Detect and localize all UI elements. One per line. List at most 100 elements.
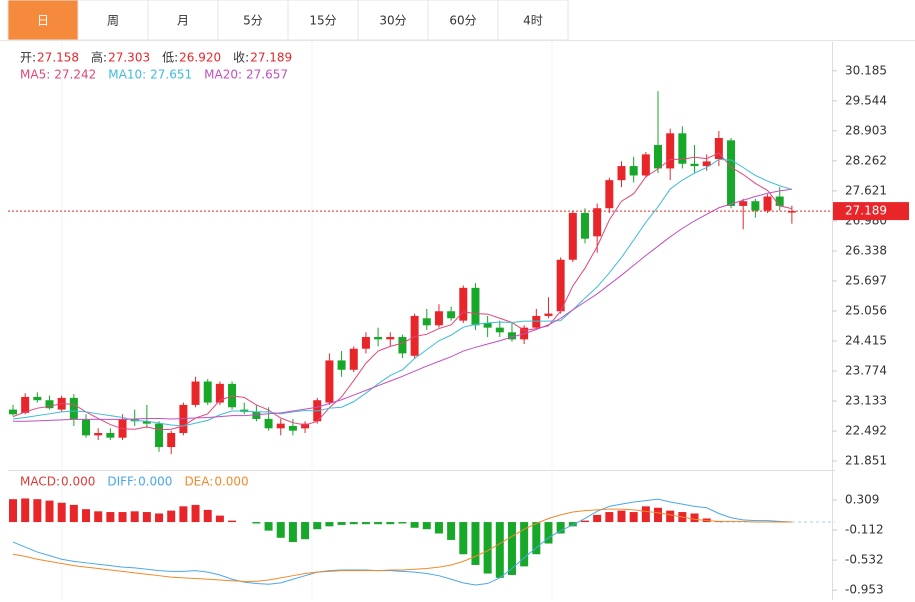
macd-bar (483, 522, 492, 574)
macd-bar (641, 506, 650, 523)
y-tick-label: -0.953 (845, 583, 884, 597)
macd-bar (9, 499, 17, 523)
tab-label[interactable]: 日 (37, 14, 49, 28)
candle-body (142, 421, 151, 424)
y-tick-label: 23.133 (845, 394, 887, 408)
tab-label[interactable]: 15分 (309, 14, 336, 28)
y-tick-label: 25.697 (845, 273, 887, 287)
candle-body (215, 383, 224, 403)
legend-label: MA20: (204, 68, 242, 82)
legend-value: 27.651 (150, 68, 192, 82)
tab[interactable] (147, 0, 219, 41)
info-label: 高: (91, 50, 107, 65)
candle-body (167, 433, 176, 448)
tab-label[interactable]: 月 (177, 14, 189, 28)
legend-value: 27.242 (54, 68, 96, 82)
macd-bar (349, 522, 358, 525)
legend-label: MA5: (20, 68, 50, 82)
y-tick-label: -0.532 (845, 553, 884, 567)
info-value: 27.189 (250, 51, 292, 65)
macd-bar (228, 520, 237, 523)
candle-body (727, 140, 736, 206)
macd-bar (666, 510, 675, 523)
legend-value: 27.657 (246, 68, 288, 82)
candle-body (641, 154, 650, 176)
candle-body (702, 161, 711, 167)
macd-bar (593, 514, 602, 523)
macd-bar (179, 506, 188, 523)
candle-body (21, 396, 30, 413)
tab[interactable] (287, 0, 359, 41)
tab-label[interactable]: 周 (107, 14, 119, 28)
candle-body (191, 381, 200, 405)
candle-body (155, 423, 164, 448)
candle-body (398, 337, 407, 354)
macd-bar (106, 512, 115, 523)
candle-body (483, 322, 492, 328)
tab-label[interactable]: 60分 (449, 14, 476, 28)
macd-bar (629, 512, 638, 523)
macd-bar (690, 513, 699, 523)
candle-body (593, 208, 602, 237)
macd-line (12, 498, 792, 586)
macd-bar (325, 522, 334, 527)
macd-bar (45, 500, 54, 523)
candle-body (532, 315, 541, 328)
y-tick-label: -0.112 (845, 523, 884, 537)
macd-bar (130, 511, 139, 523)
macd-bar (459, 522, 468, 555)
last-price-box (833, 202, 909, 221)
y-tick-label: 25.056 (845, 303, 887, 317)
macd-bar (142, 512, 151, 523)
legend-value: 0.000 (214, 475, 248, 489)
macd-bar (33, 499, 42, 523)
macd-bar (118, 512, 127, 523)
macd-bar (203, 509, 212, 523)
macd-bar (337, 522, 346, 525)
candle-body (714, 137, 723, 160)
macd-bar (155, 513, 164, 523)
candle-body (787, 211, 796, 213)
macd-bar (507, 522, 516, 575)
legend-label: DIFF: (107, 475, 137, 489)
candle-body (203, 381, 212, 403)
tab-label[interactable]: 5分 (243, 14, 263, 28)
macd-bar (447, 522, 456, 540)
candle-body (507, 332, 516, 340)
y-tick-label: 24.415 (845, 333, 887, 347)
y-tick-label: 28.262 (845, 153, 887, 167)
candle-body (580, 212, 589, 239)
candle-body (568, 212, 577, 260)
macd-bar (82, 509, 91, 523)
candle-body (690, 163, 699, 167)
candle-body (69, 397, 78, 419)
ma-line (12, 152, 792, 431)
macd-bar (313, 522, 322, 530)
macd-bar (57, 502, 66, 523)
macd-bar (617, 510, 626, 523)
macd-bar (495, 522, 504, 578)
macd-bar (605, 512, 614, 523)
macd-bar (386, 522, 395, 525)
tab-label[interactable]: 4时 (523, 14, 543, 28)
candle-body (434, 311, 443, 326)
tab-label[interactable]: 30分 (379, 14, 406, 28)
macd-bar (544, 522, 553, 544)
candle-body (459, 287, 468, 321)
candle-body (751, 201, 760, 211)
candle-body (9, 409, 17, 415)
macd-bar (580, 520, 589, 523)
macd-bar (94, 511, 103, 523)
y-tick-label: 28.903 (845, 123, 887, 137)
candle-body (82, 418, 91, 436)
candle-body (337, 360, 346, 370)
macd-line (12, 508, 792, 582)
ma-line (13, 188, 792, 422)
tab[interactable] (497, 0, 569, 41)
candle-body (94, 433, 103, 436)
macd-bar (301, 522, 310, 540)
y-tick-label: 30.185 (845, 63, 887, 77)
last-price-label: 27.189 (845, 204, 887, 218)
legend-value: 0.000 (138, 475, 172, 489)
candle-body (763, 196, 772, 211)
